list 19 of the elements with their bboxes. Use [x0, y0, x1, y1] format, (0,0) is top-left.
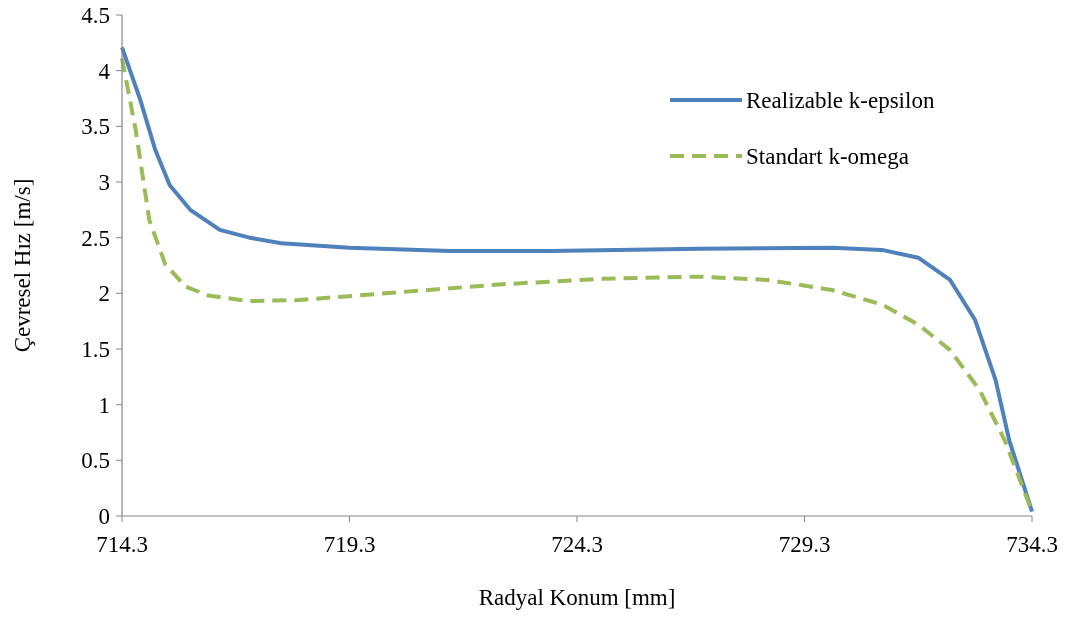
y-tick-label: 3.5: [81, 114, 110, 140]
y-tick-label: 1: [98, 392, 110, 418]
x-tick-label: 724.3: [551, 532, 603, 557]
y-tick-label: 0.5: [81, 448, 110, 474]
legend-label: Standart k-omega: [746, 144, 909, 170]
y-tick-label: 2: [98, 281, 110, 307]
y-tick-label: 4.5: [81, 3, 110, 29]
x-tick-label: 729.3: [778, 532, 831, 557]
y-tick-label: 4: [98, 58, 111, 84]
x-axis-title: Radyal Konum [mm]: [478, 585, 676, 610]
y-tick-label: 3: [98, 170, 110, 196]
x-tick-label: 714.3: [96, 532, 148, 557]
y-tick-label: 1.5: [81, 337, 110, 363]
legend-label: Realizable k-epsilon: [746, 88, 935, 114]
x-tick-label: 734.3: [1006, 532, 1058, 557]
y-tick-label: 2.5: [81, 225, 110, 251]
y-tick-label: 0: [98, 504, 110, 530]
y-axis-title: Çevresel Hız [m/s]: [10, 178, 35, 353]
x-tick-label: 719.3: [323, 532, 376, 557]
